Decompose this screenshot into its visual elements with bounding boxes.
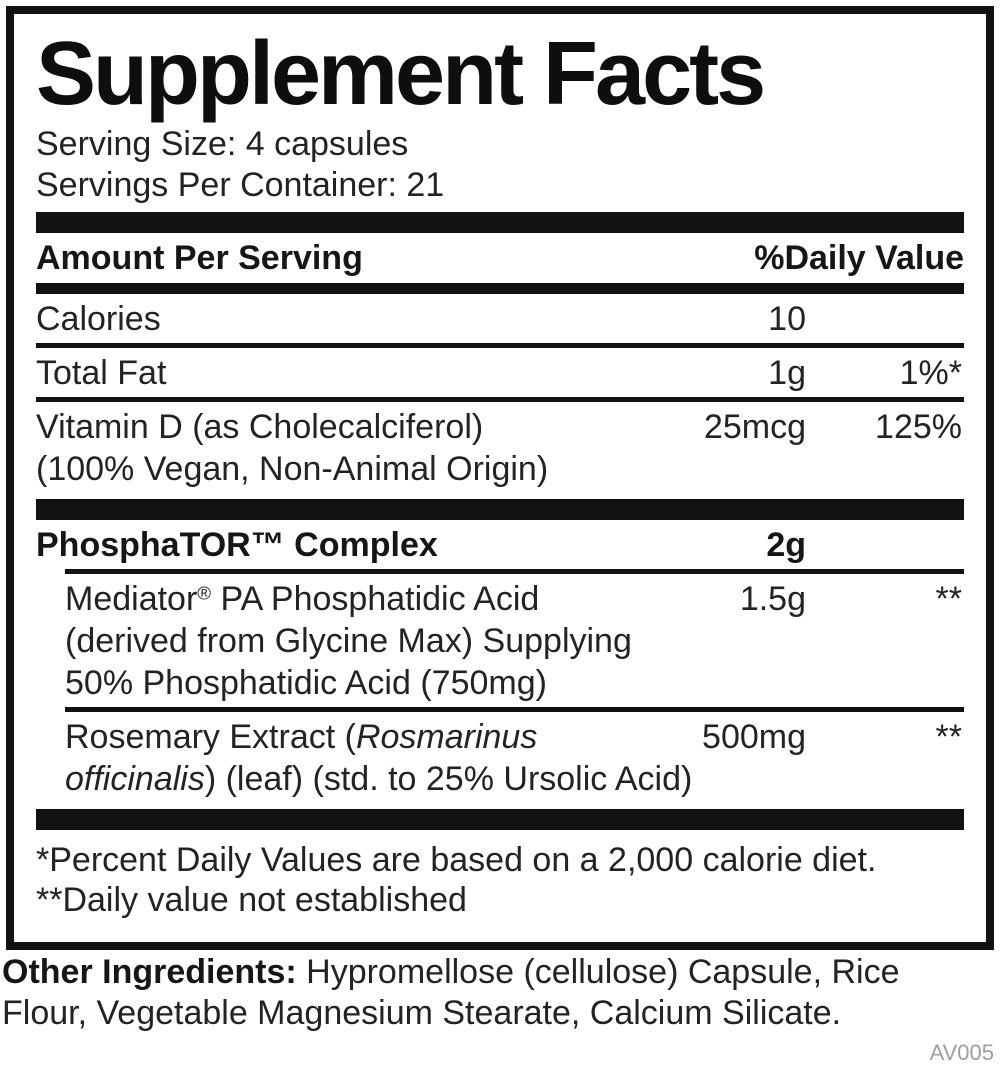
nutrient-daily-value: **	[935, 580, 962, 618]
text-segment: PA Phosphatidic Acid (derived from Glyci…	[65, 580, 632, 702]
complex-section: PhosphaTOR™ Complex 2g Mediator® PA Phosph…	[36, 520, 964, 803]
text-segment: Calories	[36, 300, 161, 338]
serving-info: Serving Size: 4 capsules Servings Per Co…	[36, 124, 964, 206]
separator-line-thin	[65, 707, 964, 712]
footnote-dv-not-established: **Daily value not established	[36, 881, 467, 919]
nutrient-row: Total Fat 1g 1%*	[36, 348, 964, 397]
text-segment: Vitamin D (as Cholecalciferol) (100% Veg…	[36, 408, 549, 488]
header-amount-label: Amount Per Serving	[36, 239, 363, 277]
nutrient-amount: 500mg	[702, 718, 806, 756]
separator-line-thin	[36, 397, 964, 402]
table-header-row: Amount Per Serving %Daily Value	[36, 233, 964, 283]
separator-bar-thick-middle	[36, 499, 964, 520]
text-segment: PhosphaTOR™ Complex	[36, 526, 438, 564]
nutrient-name: Total Fat	[36, 352, 166, 394]
nutrient-name: PhosphaTOR™ Complex	[36, 524, 438, 566]
nutrient-row: Calories 10	[36, 294, 964, 343]
nutrient-amount: 1g	[768, 354, 806, 392]
footnote-percent-dv: *Percent Daily Values are based on a 2,0…	[36, 841, 877, 879]
nutrient-row: Vitamin D (as Cholecalciferol) (100% Veg…	[36, 402, 964, 493]
text-segment: Hypromellose (cellulose) Capsule, Rice F…	[2, 953, 900, 1032]
text-segment: Mediator	[65, 580, 198, 618]
nutrient-daily-value: **	[935, 718, 962, 756]
product-code: AV005	[929, 1040, 994, 1065]
nutrient-row: Rosemary Extract (Rosmarinus officinalis…	[36, 712, 964, 803]
nutrient-row: PhosphaTOR™ Complex 2g	[36, 520, 964, 569]
separator-line-thin	[36, 343, 964, 348]
separator-line-thin	[65, 569, 964, 574]
nutrient-name: Rosemary Extract (Rosmarinus officinalis…	[65, 716, 692, 800]
servings-per-container: Servings Per Container: 21	[36, 166, 445, 204]
nutrient-amount: 25mcg	[703, 408, 806, 446]
text-segment: Rosmarinus officinalis	[65, 718, 538, 798]
footnotes: *Percent Daily Values are based on a 2,0…	[36, 840, 964, 920]
text-segment: ®	[197, 582, 212, 604]
other-ingredients-text: Other Ingredients: Hypromellose (cellulo…	[0, 952, 1000, 1034]
header-daily-value-label: %Daily Value	[754, 239, 964, 277]
text-segment: Rosemary Extract (	[65, 718, 356, 756]
serving-size: Serving Size: 4 capsules	[36, 125, 409, 163]
nutrient-amount: 2g	[766, 526, 806, 564]
nutrient-row: Mediator® PA Phosphatidic Acid (derived …	[36, 574, 964, 707]
text-segment: Other Ingredients:	[2, 953, 297, 991]
separator-bar-medium	[36, 283, 964, 294]
nutrients-section: Calories 10 Total Fat 1g 1%* Vitamin D (as Ch…	[36, 294, 964, 493]
nutrient-name: Vitamin D (as Cholecalciferol) (100% Veg…	[36, 406, 548, 490]
text-segment: Total Fat	[36, 354, 167, 392]
text-segment: ) (leaf) (std. to 25% Ursolic Acid)	[204, 760, 693, 798]
nutrient-daily-value: 125%	[875, 408, 962, 446]
nutrient-name: Calories	[36, 298, 161, 340]
separator-bar-thick-bottom	[36, 809, 964, 830]
nutrient-daily-value: 1%*	[899, 354, 962, 392]
nutrient-amount: 1.5g	[739, 580, 806, 618]
supplement-facts-panel: Supplement Facts Serving Size: 4 capsule…	[6, 6, 994, 950]
separator-bar-thick-top	[36, 212, 964, 233]
panel-title: Supplement Facts	[36, 24, 766, 124]
nutrient-amount: 10	[768, 300, 806, 338]
nutrient-name: Mediator® PA Phosphatidic Acid (derived …	[65, 578, 632, 704]
